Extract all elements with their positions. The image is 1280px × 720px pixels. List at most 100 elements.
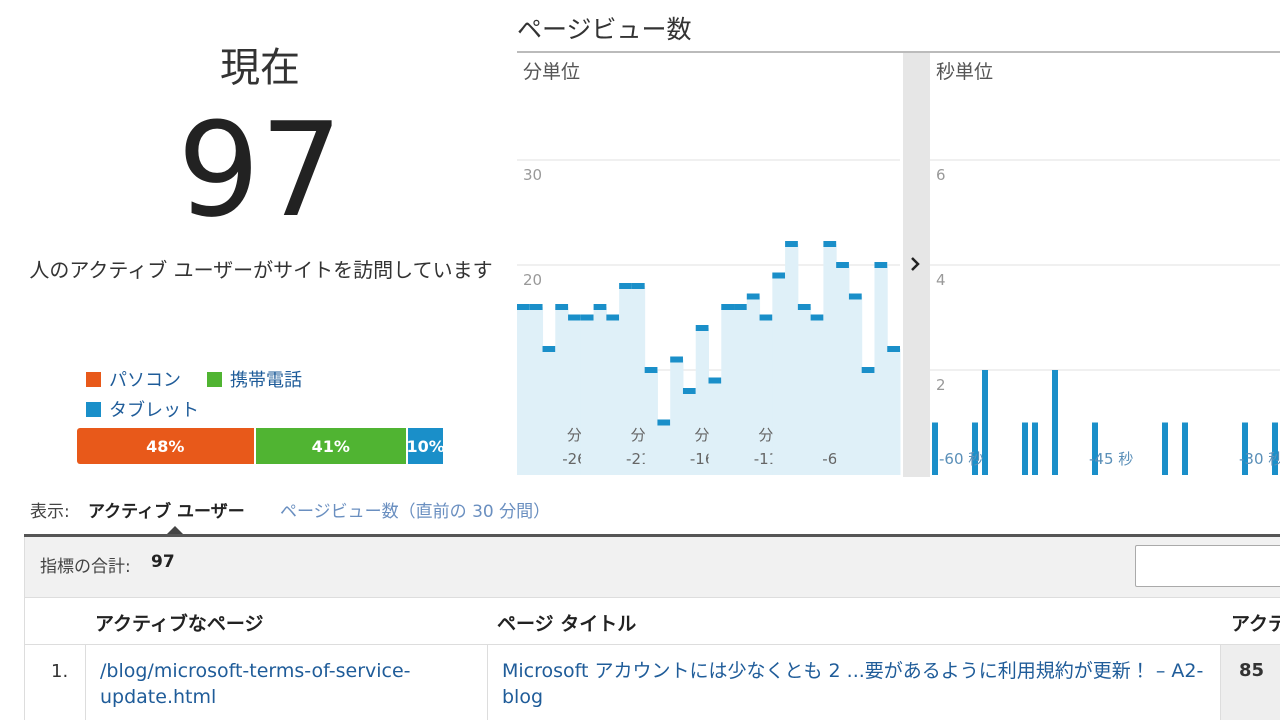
bar (972, 422, 978, 475)
tab-active[interactable]: アクティブ ユーザー (88, 502, 245, 522)
bar-cap (695, 325, 709, 331)
bar (1052, 370, 1058, 475)
tab[interactable]: ページビュー数（直前の 30 分間） (280, 502, 551, 522)
y-tick-label: 20 (523, 271, 542, 289)
bar (797, 307, 812, 475)
bar-cap (670, 356, 683, 363)
bar-cap (631, 283, 645, 289)
bar (695, 328, 709, 475)
bar (568, 317, 582, 475)
legend-swatch (86, 371, 101, 387)
bar (746, 296, 761, 475)
column-header[interactable]: ページ タイトル (497, 613, 637, 635)
bar-cap (708, 377, 722, 384)
bar (657, 422, 671, 475)
legend-item: タブレット (86, 396, 199, 422)
bar-cap (887, 346, 900, 352)
x-tick-label: -11 (754, 450, 779, 468)
bar (1272, 422, 1278, 475)
bar (542, 349, 556, 475)
bar (982, 370, 988, 475)
x-unit: 分 (567, 426, 582, 444)
bar (1162, 422, 1168, 475)
bar-cap (682, 388, 696, 394)
bar (517, 307, 531, 475)
row-count: 85 (1221, 645, 1280, 720)
y-tick-label: 30 (523, 166, 542, 184)
bar-cap (619, 283, 632, 289)
x-unit: 分 (631, 426, 646, 444)
legend-label: 携帯電話 (230, 370, 302, 391)
charts: ページビュー数 分単位 秒単位 102030-26分-21分-16分-11分-6… (517, 15, 1280, 477)
caption: 人のアクティブ ユーザーがサイトを訪問しています (29, 258, 493, 282)
x-unit: 分 (758, 426, 773, 444)
row-index: 1. (25, 645, 86, 720)
x-tick-label: -16 (690, 450, 715, 468)
bar-cap (721, 304, 735, 310)
now-label: 現在 (220, 45, 300, 91)
bar-cap (848, 293, 862, 300)
expand-arrow[interactable] (911, 257, 920, 271)
x-tick-label: -30 秒 (1239, 450, 1280, 468)
y-tick-label: 2 (936, 376, 946, 394)
segment-label: 10% (408, 436, 445, 456)
segment-label: 48% (146, 436, 185, 456)
bar-cap (746, 293, 760, 300)
bar-cap (797, 304, 811, 310)
column-header[interactable]: アクテ (1231, 613, 1280, 635)
bar-cap (810, 314, 824, 321)
device-bar: 48% 41% 10% (77, 428, 449, 464)
legend-label: タブレット (109, 400, 199, 421)
bar (670, 359, 684, 475)
table-row: 1. /blog/microsoft-terms-of-service-upda… (24, 645, 1280, 720)
bar-cap (861, 367, 875, 373)
x-tick-label: -6 (822, 450, 837, 468)
bar (631, 286, 646, 475)
device-segment: 48% (77, 428, 256, 464)
column-header[interactable]: アクティブなページ (95, 613, 264, 635)
bar (555, 307, 569, 475)
bar-cap (542, 346, 556, 352)
y-tick-label: 6 (936, 166, 946, 184)
legend-item: 携帯電話 (207, 366, 302, 392)
x-tick-label: -26 (562, 450, 587, 468)
total-row: 指標の合計: 97 (24, 537, 1280, 598)
bar (932, 422, 938, 475)
x-tick-label: -21 (626, 450, 651, 468)
bar (606, 317, 620, 475)
bar (848, 296, 863, 475)
bar (861, 370, 875, 475)
bar (874, 265, 888, 475)
bar-cap (580, 314, 594, 321)
bar-cap (657, 419, 671, 426)
header-row: アクティブなページ ページ タイトル アクテ (24, 598, 1280, 645)
legend-item: パソコン (86, 366, 181, 392)
bar (580, 317, 595, 475)
legend-label: パソコン (109, 370, 181, 391)
total-value: 97 (151, 552, 175, 572)
bar (708, 380, 722, 475)
bar (593, 307, 607, 475)
bar-cap (593, 304, 607, 310)
page-link[interactable]: /blog/microsoft-terms-of-service-update.… (86, 645, 488, 720)
bar (823, 244, 837, 475)
search-box[interactable] (1135, 545, 1280, 587)
bar (772, 275, 786, 475)
tab-rule (24, 534, 1280, 537)
tabs-prefix: 表示: (30, 502, 70, 522)
bar (529, 307, 544, 475)
y-tick-label: 4 (936, 271, 946, 289)
page-title[interactable]: Microsoft アカウントには少なくとも 2 ...要があるように利用規約が… (488, 645, 1221, 720)
bar-cap (823, 241, 837, 247)
bar-cap (772, 272, 786, 279)
panel-title: 秒単位 (936, 61, 993, 83)
bar-cap (555, 304, 569, 310)
device-legend: パソコン 携帯電話タブレット (86, 366, 386, 422)
bar-cap (874, 262, 888, 268)
device-segment: 41% (255, 428, 409, 464)
bar (1092, 422, 1098, 475)
bar-cap (529, 304, 543, 310)
legend-swatch (207, 371, 222, 387)
bar (682, 391, 697, 475)
bar (721, 307, 735, 475)
